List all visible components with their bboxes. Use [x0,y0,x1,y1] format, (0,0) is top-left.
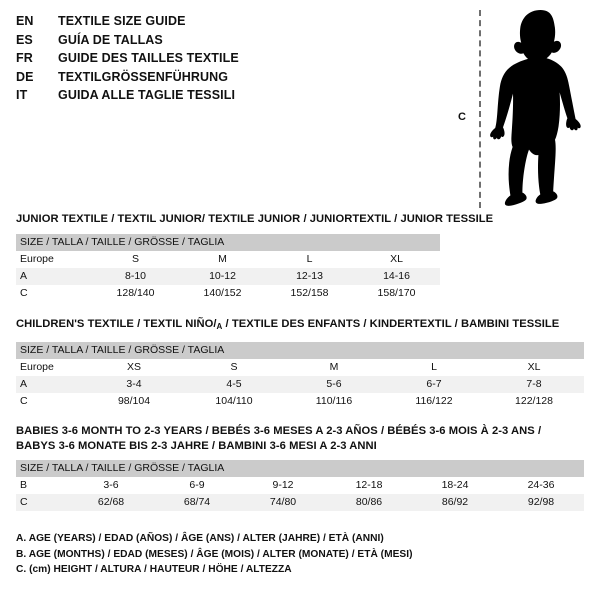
language-title: GUIDA ALLE TAGLIE TESSILI [58,88,236,102]
cell: XS [126,360,141,373]
legend-line-c: C. (cm) HEIGHT / ALTURA / HAUTEUR / HÖHE… [16,564,292,575]
legend-line-b: B. AGE (MONTHS) / EDAD (MESES) / ÂGE (MO… [16,548,413,560]
cell: 18-24 [441,479,469,491]
cell: 80/86 [326,494,412,511]
language-code: DE [16,69,34,84]
cell: 4-5 [184,375,284,393]
legend-block: A. AGE (YEARS) / EDAD (AÑOS) / ÂGE (ANS)… [16,531,496,578]
cell: 5-6 [284,375,384,393]
table-row: C 98/104 104/110 110/116 116/122 122/128 [16,393,584,410]
language-code: EN [16,14,34,28]
cell: 158/170 [377,286,416,299]
language-code: IT [16,88,28,102]
cell: 14-16 [353,267,441,285]
cell: 122/128 [515,394,553,407]
row-label: C [20,394,28,407]
section-title-children-post: / TEXTILE DES ENFANTS / KINDERTEXTIL / B… [222,318,560,330]
language-row: DE TEXTILGRÖSSENFÜHRUNG [16,70,436,89]
babies-size-table: SIZE / TALLA / TAILLE / GRÖSSE / TAGLIA … [16,460,584,511]
legend-line-a: A. AGE (YEARS) / EDAD (AÑOS) / ÂGE (ANS)… [16,533,384,544]
band-label: SIZE / TALLA / TAILLE / GRÖSSE / TAGLIA [16,341,585,359]
language-title: GUIDE DES TAILLES TEXTILE [58,51,239,65]
cell: 140/152 [203,286,242,299]
row-label: A [16,267,92,285]
cell: 3-4 [84,375,184,393]
cell: 6-7 [384,375,484,393]
cell: 98/104 [117,394,151,407]
cell: 3-6 [103,479,119,491]
table-row: C 128/140 140/152 152/158 158/170 [16,285,440,302]
section-title-junior: JUNIOR TEXTILE / TEXTIL JUNIOR/ TEXTILE … [16,213,494,225]
cell: 9-12 [272,479,294,491]
row-label: C [16,494,68,511]
table-row: B 3-6 6-9 9-12 12-18 18-24 24-36 [16,477,584,494]
section-childrens-textile: CHILDREN'S TEXTILE / TEXTIL NIÑO/A / TEX… [16,317,585,410]
cell: 12-18 [355,479,383,491]
cell: 92/98 [498,494,584,511]
cell: 8-10 [92,267,179,285]
junior-size-table: SIZE / TALLA / TAILLE / GRÖSSE / TAGLIA … [16,233,441,302]
cell: 62/68 [68,494,154,511]
language-row: ES GUÍA DE TALLAS [16,33,436,52]
cell: 6-9 [189,479,205,491]
height-measurement-illustration: C [448,6,594,211]
table-row: Europe S M L XL [16,251,440,268]
section-title-babies-line1: BABIES 3-6 MONTH TO 2-3 YEARS / BEBÉS 3-… [16,425,542,437]
section-junior-textile: JUNIOR TEXTILE / TEXTIL JUNIOR/ TEXTILE … [16,212,493,302]
row-label: C [20,286,28,299]
table-band-row: SIZE / TALLA / TAILLE / GRÖSSE / TAGLIA [16,233,441,251]
toddler-silhouette-icon [490,10,581,206]
cell: 7-8 [484,375,585,393]
table-band-row: SIZE / TALLA / TAILLE / GRÖSSE / TAGLIA [16,341,585,359]
cell: XL [390,252,403,265]
language-code: FR [16,51,33,65]
table-row: A 3-4 4-5 5-6 6-7 7-8 [16,375,585,393]
language-code: ES [16,32,33,47]
cell: 104/110 [215,394,253,407]
row-label: Europe [20,252,54,265]
cell: L [431,360,437,373]
height-marker-label: C [458,111,466,123]
language-row: FR GUIDE DES TAILLES TEXTILE [16,51,436,70]
table-band-row: SIZE / TALLA / TAILLE / GRÖSSE / TAGLIA [16,460,584,477]
table-row: A 8-10 10-12 12-13 14-16 [16,267,441,285]
section-babies-textile: BABIES 3-6 MONTH TO 2-3 YEARS / BEBÉS 3-… [16,424,584,511]
cell: 68/74 [154,494,240,511]
row-label: A [16,375,84,393]
children-size-table: SIZE / TALLA / TAILLE / GRÖSSE / TAGLIA … [16,341,585,410]
section-title-babies-line2: BABYS 3-6 MONATE BIS 2-3 JAHRE / BAMBINI… [16,439,377,452]
cell: L [306,252,313,265]
cell: S [131,252,139,265]
cell: M [218,252,227,265]
cell: 116/122 [415,394,453,407]
row-label: B [20,479,28,491]
row-label: Europe [20,360,54,373]
language-title: GUÍA DE TALLAS [58,32,163,47]
section-title-children-pre: CHILDREN'S TEXTILE / TEXTIL NIÑO/ [16,318,217,330]
language-title: TEXTILGRÖSSENFÜHRUNG [58,69,229,84]
language-row: EN TEXTILE SIZE GUIDE [16,14,436,33]
table-row: C 62/68 68/74 74/80 80/86 86/92 92/98 [16,494,584,511]
language-title: TEXTILE SIZE GUIDE [58,14,186,28]
height-dashed-line [479,10,481,208]
cell: 110/116 [315,394,353,407]
language-title-list: EN TEXTILE SIZE GUIDE ES GUÍA DE TALLAS … [16,14,436,107]
band-label: SIZE / TALLA / TAILLE / GRÖSSE / TAGLIA [16,233,441,251]
section-title-children-sub: A [216,322,223,331]
cell: M [329,360,339,373]
cell: 12-13 [266,267,353,285]
section-title-children: CHILDREN'S TEXTILE / TEXTIL NIÑO/A / TEX… [16,317,584,335]
cell: 74/80 [240,494,326,511]
band-label: SIZE / TALLA / TAILLE / GRÖSSE / TAGLIA [16,460,584,477]
table-row: Europe XS S M L XL [16,359,584,376]
cell: S [230,360,238,373]
cell: 128/140 [116,286,155,299]
cell: 86/92 [412,494,498,511]
language-row: IT GUIDA ALLE TAGLIE TESSILI [16,88,436,107]
cell: 10-12 [179,267,266,285]
cell: 24-36 [527,479,555,491]
cell: XL [527,360,541,373]
cell: 152/158 [290,286,329,299]
